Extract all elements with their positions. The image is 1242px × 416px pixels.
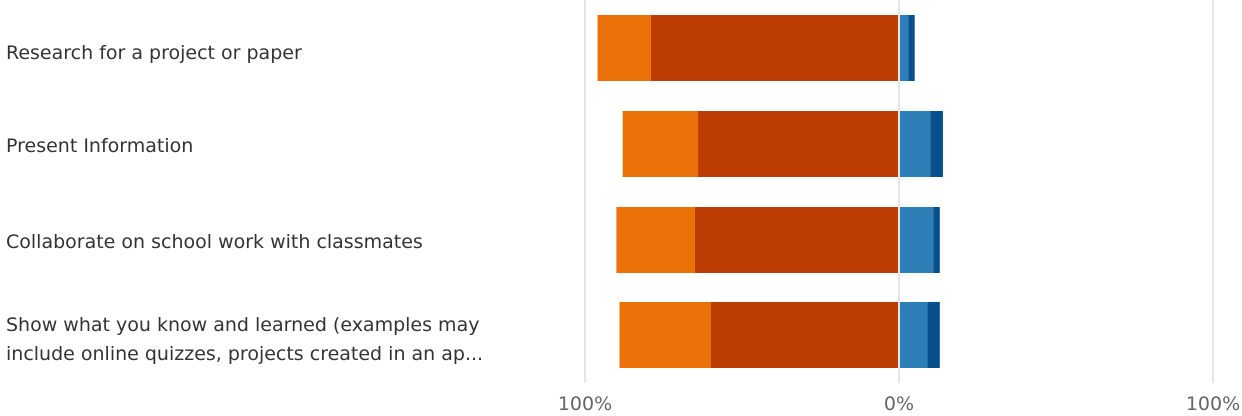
x-tick-label-2: 100% [1186,393,1240,415]
bar-segment-cat2-series3 [933,207,940,273]
bar-segment-cat2-series2 [899,207,934,273]
bar-segment-cat1-series3 [930,111,943,177]
bar-segment-cat1-series1 [622,111,699,177]
x-tick-label-0: 100% [558,393,612,415]
bar-segment-cat0-series1 [597,15,651,81]
category-label-collaborate: Collaborate on school work with classmat… [6,231,423,253]
bar-segment-cat1-series2 [899,111,931,177]
bar-segment-cat3-series1 [619,302,711,368]
bar-segment-cat1-series0 [698,111,899,177]
bar-segment-cat2-series1 [616,207,695,273]
category-label-show-what-you-know: Show what you know and learned (examples… [6,314,484,365]
bar-segment-cat3-series3 [927,302,940,368]
bar-segment-cat3-series2 [899,302,928,368]
category-label-present: Present Information [6,135,194,157]
bar-segment-cat2-series0 [694,207,899,273]
bar-segment-cat3-series0 [710,302,899,368]
bar-segment-cat0-series2 [899,15,909,81]
bar-segment-cat0-series0 [650,15,899,81]
bar-segment-cat0-series3 [908,15,915,81]
category-label-research: Research for a project or paper [6,42,302,64]
x-tick-label-1: 0% [884,393,914,415]
